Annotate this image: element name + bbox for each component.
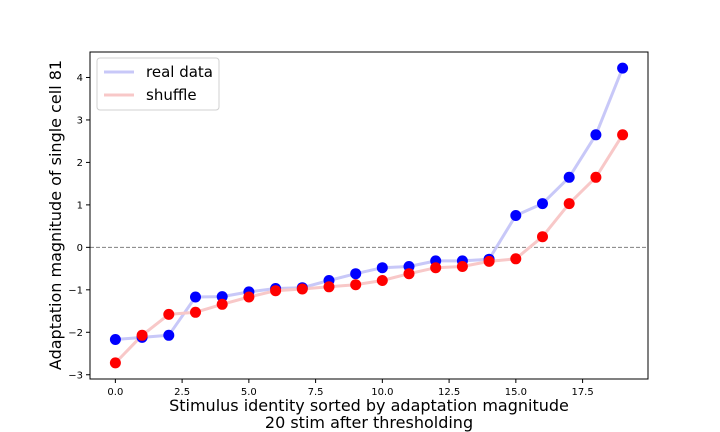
series-0-point-2	[163, 329, 175, 341]
series-1-point-5	[243, 291, 255, 303]
series-1-point-8	[323, 281, 335, 293]
series-1-point-10	[376, 275, 388, 286]
y-tick-label-5: 2	[77, 158, 83, 169]
series-1-point-4	[216, 298, 228, 310]
y-axis-label: Adaptation magnitude of single cell 81	[46, 60, 65, 370]
series-1-point-13	[456, 261, 468, 272]
series-0-point-15	[510, 210, 522, 221]
x-axis-label-line2: 20 stim after thresholding	[265, 413, 473, 432]
legend-label-shuffle: shuffle	[146, 86, 197, 104]
series-1-point-6	[270, 285, 282, 297]
series-1-point-17	[563, 198, 575, 210]
series-1-point-0	[109, 357, 121, 369]
y-tick-label-6: 3	[77, 115, 83, 126]
series-0-point-4	[216, 291, 228, 303]
y-tick-label-4: 1	[77, 200, 83, 211]
series-1-point-14	[483, 255, 495, 267]
x-tick-label-6: 15.0	[505, 387, 527, 398]
series-0-point-17	[563, 171, 575, 183]
series-0-point-0	[109, 334, 121, 345]
y-tick-label-3: 0	[77, 243, 83, 254]
x-tick-label-7: 17.5	[571, 387, 593, 398]
series-1-point-7	[296, 283, 308, 295]
series-1-point-11	[403, 268, 415, 280]
legend-label-real-data: real data	[146, 63, 213, 81]
series-0-point-19	[617, 62, 629, 74]
x-tick-label-1: 2.5	[174, 387, 190, 398]
data-layer	[90, 62, 648, 369]
series-1-point-16	[537, 231, 548, 243]
y-tick-label-2: −1	[68, 285, 83, 296]
x-tick-label-0: 0.0	[107, 387, 123, 398]
series-1-point-9	[350, 279, 362, 291]
series-0-point-3	[190, 291, 201, 303]
y-tick-label-0: −3	[68, 370, 83, 381]
series-1-point-3	[190, 306, 201, 318]
x-tick-label-2: 5.0	[241, 387, 257, 398]
plot-frame	[89, 51, 649, 380]
series-1-point-15	[510, 253, 522, 265]
x-tick-label-4: 10.0	[371, 387, 393, 398]
series-1-point-1	[136, 329, 148, 341]
x-tick-label-3: 7.5	[308, 387, 324, 398]
series-1-point-18	[590, 171, 602, 183]
series-0-point-9	[350, 268, 362, 280]
x-tick-label-5: 12.5	[438, 387, 460, 398]
y-tick-label-1: −2	[68, 328, 83, 339]
series-0-point-10	[376, 262, 388, 274]
series-1-point-12	[430, 262, 442, 274]
legend: real data shuffle	[96, 57, 220, 111]
series-0-point-16	[537, 198, 548, 210]
series-1-point-19	[617, 129, 629, 141]
tick-layer: 0.0 2.5 5.0 7.5 10.0 12.5 15.0 17.5 −3 −2 −1 0 1 2 3 4	[68, 73, 593, 398]
series-0-point-18	[590, 129, 602, 141]
y-tick-label-7: 4	[77, 73, 83, 84]
x-axis-label: Stimulus identity sorted by adaptation m…	[169, 396, 569, 415]
series-1-point-2	[163, 308, 175, 320]
